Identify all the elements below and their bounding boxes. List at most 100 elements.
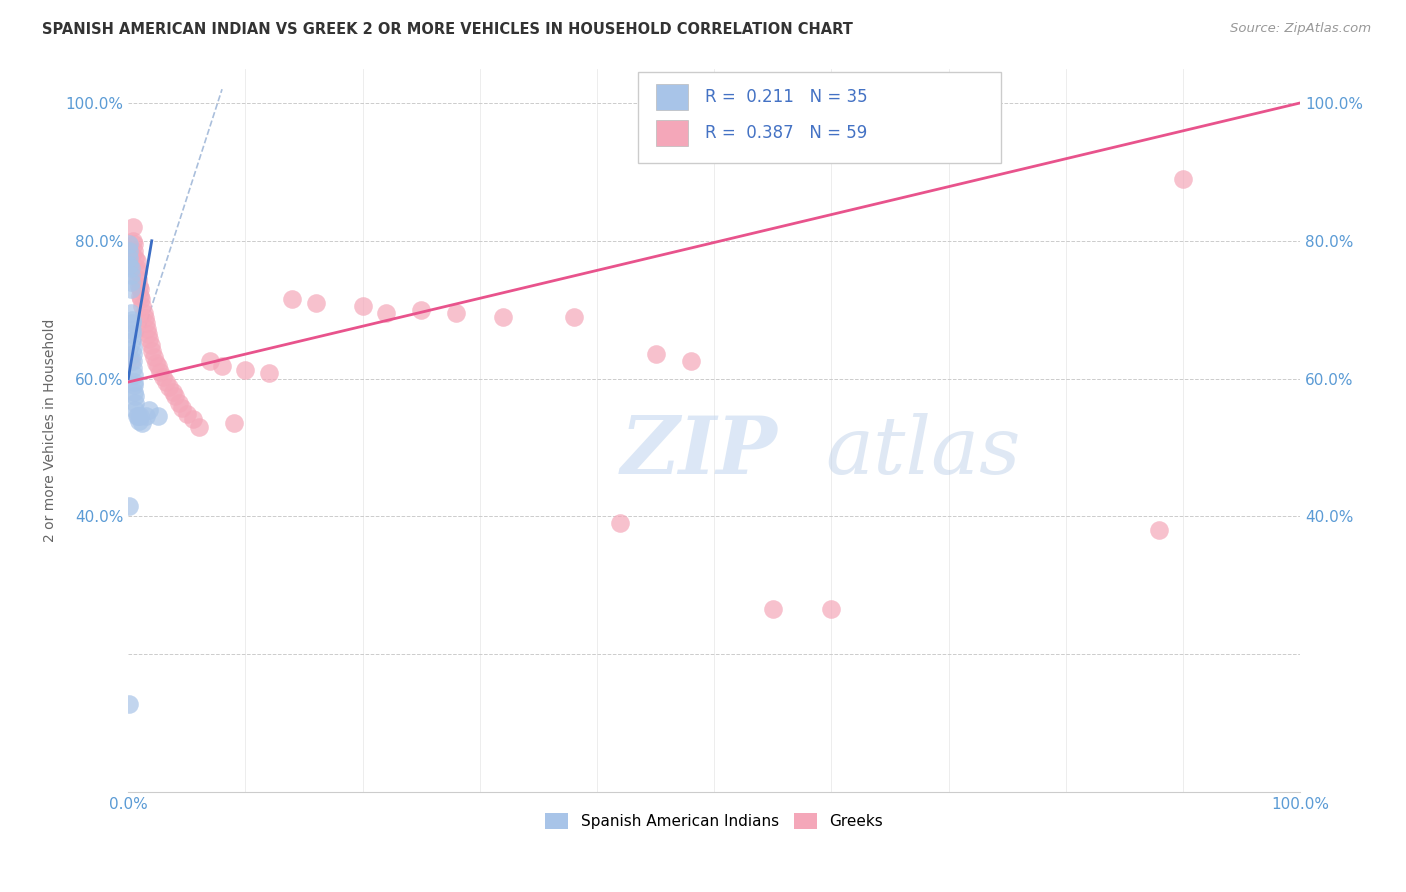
Point bbox=[128, 278, 150, 293]
Point bbox=[136, 326, 159, 341]
Point bbox=[122, 234, 145, 248]
Point bbox=[131, 417, 153, 431]
Point bbox=[129, 289, 152, 303]
Point bbox=[257, 366, 280, 380]
Point bbox=[143, 350, 166, 364]
Point bbox=[141, 344, 163, 359]
Point bbox=[118, 244, 141, 259]
Point bbox=[120, 261, 142, 276]
Point bbox=[118, 697, 141, 711]
Point bbox=[172, 401, 194, 415]
FancyBboxPatch shape bbox=[655, 84, 689, 110]
Point bbox=[131, 299, 153, 313]
Point bbox=[118, 237, 141, 252]
Point bbox=[125, 261, 148, 276]
Point bbox=[124, 389, 146, 403]
Point bbox=[135, 409, 157, 424]
Point bbox=[129, 282, 152, 296]
Point bbox=[121, 247, 143, 261]
FancyBboxPatch shape bbox=[655, 120, 689, 146]
Point bbox=[149, 365, 172, 379]
Point bbox=[146, 409, 169, 424]
Point bbox=[122, 375, 145, 389]
Point bbox=[127, 271, 149, 285]
Y-axis label: 2 or more Vehicles in Household: 2 or more Vehicles in Household bbox=[44, 318, 58, 542]
Point bbox=[122, 378, 145, 392]
Point bbox=[411, 302, 433, 317]
Point bbox=[127, 409, 149, 424]
Point bbox=[122, 347, 145, 361]
Point bbox=[181, 411, 204, 425]
Point bbox=[122, 385, 145, 400]
Point bbox=[1149, 523, 1171, 537]
Point bbox=[124, 251, 146, 265]
Point bbox=[118, 351, 141, 365]
Point bbox=[128, 414, 150, 428]
Point bbox=[222, 417, 245, 431]
Point bbox=[165, 389, 187, 403]
Point bbox=[762, 602, 785, 616]
Point bbox=[446, 306, 468, 320]
Point bbox=[122, 237, 145, 252]
Point bbox=[187, 419, 209, 434]
Point bbox=[200, 354, 222, 368]
Point bbox=[820, 602, 842, 616]
Point bbox=[120, 268, 142, 283]
Point bbox=[679, 354, 702, 368]
Point bbox=[157, 380, 180, 394]
Legend: Spanish American Indians, Greeks: Spanish American Indians, Greeks bbox=[540, 806, 889, 835]
Text: R =  0.387   N = 59: R = 0.387 N = 59 bbox=[704, 124, 868, 142]
Point bbox=[305, 295, 328, 310]
Point bbox=[121, 326, 143, 341]
Point bbox=[492, 310, 515, 324]
Point bbox=[127, 265, 149, 279]
Point bbox=[120, 282, 142, 296]
Point bbox=[609, 516, 631, 531]
Point bbox=[235, 363, 257, 377]
Point bbox=[132, 306, 155, 320]
Point bbox=[122, 354, 145, 368]
Point bbox=[562, 310, 585, 324]
Point bbox=[118, 499, 141, 513]
Point bbox=[375, 306, 398, 320]
Text: SPANISH AMERICAN INDIAN VS GREEK 2 OR MORE VEHICLES IN HOUSEHOLD CORRELATION CHA: SPANISH AMERICAN INDIAN VS GREEK 2 OR MO… bbox=[42, 22, 853, 37]
Point bbox=[129, 409, 152, 424]
Point bbox=[124, 402, 146, 417]
Point bbox=[211, 359, 233, 373]
Text: ZIP: ZIP bbox=[620, 413, 778, 491]
Point bbox=[644, 347, 666, 361]
Point bbox=[139, 338, 162, 352]
Point bbox=[122, 341, 145, 355]
Point bbox=[125, 254, 148, 268]
Point bbox=[136, 322, 159, 336]
Point bbox=[118, 251, 141, 265]
Point bbox=[162, 385, 184, 400]
Point bbox=[125, 409, 148, 424]
Point bbox=[120, 306, 142, 320]
Point bbox=[138, 332, 160, 346]
Point bbox=[121, 323, 143, 337]
Text: Source: ZipAtlas.com: Source: ZipAtlas.com bbox=[1230, 22, 1371, 36]
Point bbox=[120, 354, 142, 368]
Point bbox=[1171, 171, 1194, 186]
Point bbox=[122, 361, 145, 376]
Point bbox=[121, 334, 143, 348]
FancyBboxPatch shape bbox=[638, 72, 1001, 162]
Point bbox=[120, 275, 142, 289]
Point bbox=[135, 317, 157, 331]
Text: R =  0.211   N = 35: R = 0.211 N = 35 bbox=[704, 87, 868, 106]
Point bbox=[118, 258, 141, 272]
Point bbox=[146, 359, 169, 373]
Point bbox=[124, 395, 146, 409]
Point bbox=[281, 293, 304, 307]
Point bbox=[129, 293, 152, 307]
Text: atlas: atlas bbox=[825, 413, 1021, 491]
Point bbox=[122, 219, 145, 234]
Point bbox=[145, 356, 167, 370]
Point bbox=[176, 408, 198, 422]
Point bbox=[122, 368, 145, 383]
Point bbox=[122, 244, 145, 259]
Point bbox=[134, 310, 156, 325]
Point bbox=[155, 375, 177, 389]
Point bbox=[121, 313, 143, 327]
